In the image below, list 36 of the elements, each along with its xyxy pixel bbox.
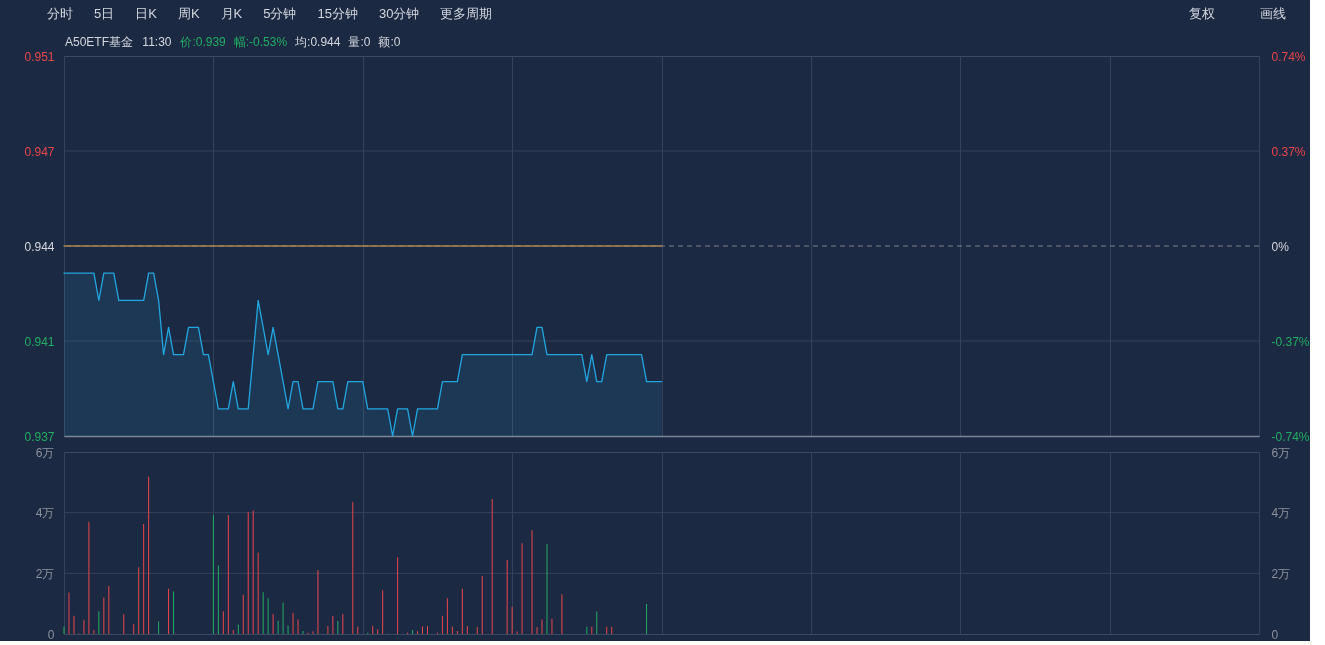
text: 幅:-0.53% [233, 35, 288, 49]
y2-tick-label: 0.37% [1271, 144, 1306, 159]
text: 价:0.939 [179, 35, 227, 49]
text: 复权 [1189, 6, 1215, 21]
text: 额:0 [378, 35, 401, 49]
y-tick-label: 0.941 [24, 334, 55, 349]
text: 周K [177, 6, 200, 21]
y-tick-label: 0.944 [24, 239, 55, 254]
text: 11:30 [142, 35, 172, 49]
y2-tick-label: 4万 [1271, 506, 1291, 521]
text: 日K [135, 6, 158, 21]
y2-tick-label: -0.74% [1271, 429, 1310, 444]
text: 均:0.944 [294, 35, 341, 49]
y-tick-label: 0.947 [24, 144, 55, 159]
y2-tick-label: 2万 [1271, 566, 1291, 581]
y-tick-label: 6万 [35, 445, 55, 460]
text: 画线 [1260, 6, 1286, 21]
y2-tick-label: -0.37% [1271, 334, 1310, 349]
y2-tick-label: 0.74% [1271, 49, 1306, 64]
text: 月K [220, 6, 243, 21]
y-tick-label: 4万 [35, 506, 55, 521]
text: 30分钟 [378, 6, 420, 21]
text: 15分钟 [317, 6, 358, 21]
text: 5分钟 [263, 6, 297, 21]
y-tick-label: 0.937 [24, 429, 55, 444]
text: 量:0 [348, 35, 371, 49]
text: 更多周期 [440, 6, 493, 21]
y2-tick-label: 6万 [1271, 445, 1291, 460]
text: A50ETF基金 [65, 35, 134, 49]
y2-tick-label: 0 [1271, 627, 1279, 642]
y-tick-label: 0.951 [24, 49, 55, 64]
text: 5日 [94, 6, 115, 21]
y-tick-label: 0 [47, 627, 55, 642]
y2-tick-label: 0% [1271, 239, 1290, 254]
text: 分时 [47, 6, 73, 21]
y-tick-label: 2万 [35, 566, 55, 581]
